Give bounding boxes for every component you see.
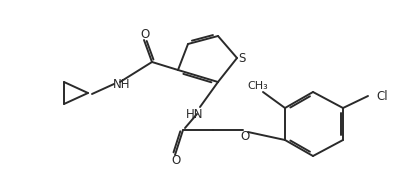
Text: O: O [171, 155, 181, 168]
Text: O: O [240, 130, 249, 143]
Text: CH₃: CH₃ [247, 81, 268, 91]
Text: S: S [238, 52, 246, 65]
Text: NH: NH [113, 77, 131, 90]
Text: O: O [140, 29, 150, 42]
Text: HN: HN [186, 108, 204, 121]
Text: Cl: Cl [376, 89, 388, 102]
